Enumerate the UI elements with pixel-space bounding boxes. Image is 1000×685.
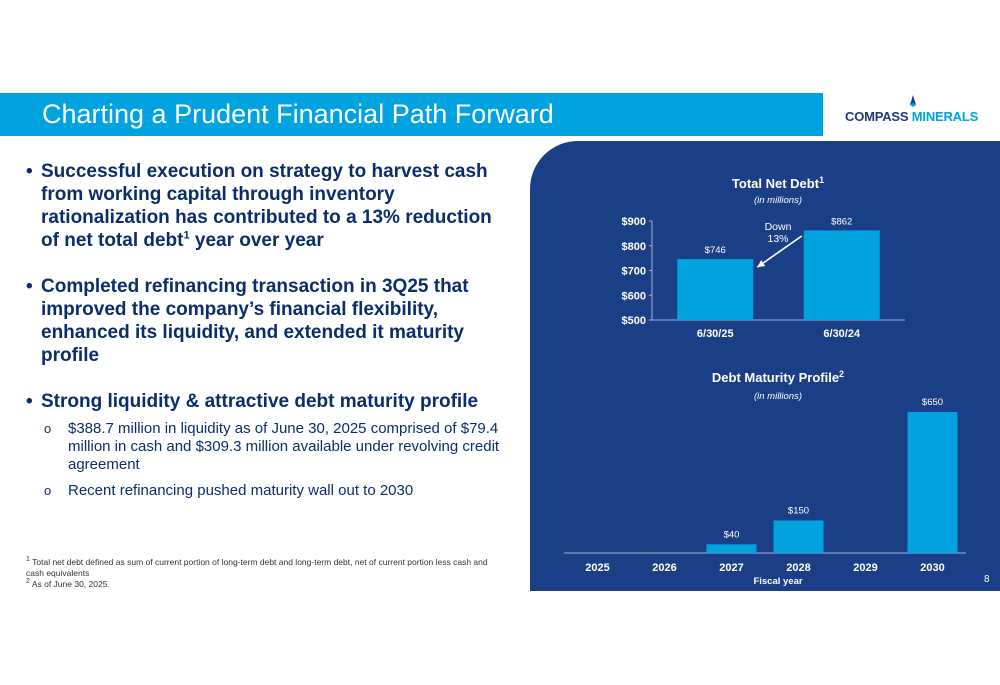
y-tick-label: $600 <box>622 290 646 302</box>
x-tick-label: 2027 <box>719 562 743 574</box>
page-number: 8 <box>984 574 990 585</box>
data-label: $746 <box>705 245 726 256</box>
x-tick-label: 2028 <box>786 562 810 574</box>
x-axis-label: Fiscal year <box>753 576 802 587</box>
data-label: $40 <box>724 529 740 540</box>
x-tick-label: 6/30/24 <box>823 328 861 340</box>
title-bar <box>0 93 823 136</box>
data-label: $150 <box>788 505 809 516</box>
sub-bullet-text: $388.7 million in liquidity as of June 3… <box>68 420 500 473</box>
sub-bullet-item: o $388.7 million in liquidity as of June… <box>26 420 506 474</box>
bullet-dot-icon: • <box>26 391 33 412</box>
logo-word-minerals: MINERALS <box>911 109 979 124</box>
footnote-1-text: Total net debt defined as sum of current… <box>26 557 488 578</box>
chart-subtitle: (in millions) <box>754 195 802 206</box>
y-tick-label: $900 <box>622 216 646 228</box>
compass-star-icon <box>910 95 916 107</box>
bar <box>706 544 757 553</box>
y-tick-label: $800 <box>622 241 646 253</box>
sub-bullet-item: o Recent refinancing pushed maturity wal… <box>26 482 506 500</box>
annotation-text: Down <box>765 221 792 233</box>
chart-title: Debt Maturity Profile2 <box>712 369 844 385</box>
chart-subtitle: (in millions) <box>754 391 802 402</box>
sub-bullet-circle-icon: o <box>44 483 52 498</box>
bullet-list: • Successful execution on strategy to ha… <box>26 160 506 500</box>
x-tick-label: 2030 <box>920 562 944 574</box>
company-logo: COMPASS MINERALS <box>823 93 1000 136</box>
bullet-dot-icon: • <box>26 161 33 182</box>
bullet-text-tail: year over year <box>189 230 324 251</box>
bar <box>677 259 754 320</box>
page-title: Charting a Prudent Financial Path Forwar… <box>42 99 554 129</box>
footnote-2-text: As of June 30, 2025. <box>31 579 110 589</box>
bullet-text: Strong liquidity & attractive debt matur… <box>41 391 479 412</box>
bar <box>803 230 880 320</box>
x-tick-label: 6/30/25 <box>697 328 734 340</box>
y-tick-label: $700 <box>622 266 646 278</box>
x-tick-label: 2026 <box>652 562 676 574</box>
sub-bullet-circle-icon: o <box>44 421 52 436</box>
sub-bullet-text: Recent refinancing pushed maturity wall … <box>68 482 414 499</box>
footnote-2: 2 As of June 30, 2025. <box>26 578 110 589</box>
bullet-footnote-ref: 1 <box>183 229 190 242</box>
bullet-dot-icon: • <box>26 276 33 297</box>
bullet-item: • Strong liquidity & attractive debt mat… <box>26 390 506 413</box>
chart-title: Total Net Debt1 <box>732 175 824 191</box>
data-label: $650 <box>922 397 943 408</box>
bullet-item: • Completed refinancing transaction in 3… <box>26 275 506 367</box>
arrow-head-icon <box>757 260 766 268</box>
bullet-text: Successful execution on strategy to harv… <box>41 161 492 251</box>
annotation-text: 13% <box>767 233 788 245</box>
bar <box>773 520 824 553</box>
bar <box>907 412 958 553</box>
annotation-arrow <box>756 235 803 268</box>
x-tick-label: 2029 <box>853 562 877 574</box>
footnotes: 1 Total net debt defined as sum of curre… <box>26 556 506 590</box>
y-tick-label: $500 <box>622 315 646 327</box>
footnote-1: 1 Total net debt defined as sum of curre… <box>26 556 488 578</box>
data-label: $862 <box>831 216 852 227</box>
x-tick-label: 2025 <box>585 562 609 574</box>
logo-wordmark: COMPASS MINERALS <box>845 109 978 124</box>
bullet-item: • Successful execution on strategy to ha… <box>26 160 506 252</box>
bullet-text: Completed refinancing transaction in 3Q2… <box>41 276 469 366</box>
logo-word-compass: COMPASS <box>845 109 909 124</box>
